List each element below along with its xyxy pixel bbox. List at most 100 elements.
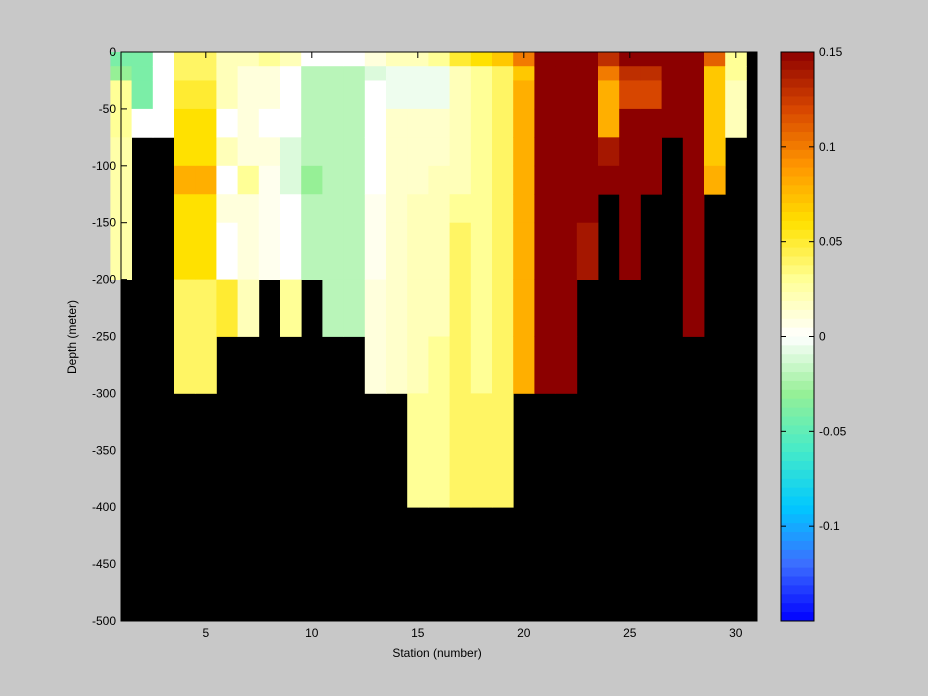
heatmap-cell (280, 137, 302, 167)
x-tick-label: 25 (623, 626, 637, 640)
heatmap-cell (237, 194, 260, 224)
plot-area (110, 51, 758, 622)
heatmap-cell (619, 52, 641, 67)
heatmap-cell (555, 137, 578, 167)
colorbar-tick-label: 0.05 (819, 235, 843, 249)
heatmap-cell (174, 80, 196, 110)
colorbar-segment (781, 612, 814, 622)
heatmap-cell (534, 66, 556, 81)
heatmap-cell (555, 279, 578, 337)
heatmap-cell (152, 80, 175, 110)
heatmap-cell (576, 108, 599, 138)
heatmap-cell (470, 222, 493, 280)
heatmap-cell (598, 66, 620, 81)
heatmap-cell (343, 66, 366, 81)
heatmap-cell (237, 66, 260, 81)
heatmap-cell (152, 52, 175, 67)
heatmap-cell (470, 108, 493, 138)
heatmap-cell (704, 52, 726, 67)
heatmap-cell (407, 52, 429, 67)
heatmap-cell (492, 222, 514, 280)
heatmap-cell (258, 80, 281, 110)
x-tick-label: 20 (517, 626, 531, 640)
heatmap-cell (386, 165, 408, 195)
heatmap-cell (364, 66, 387, 81)
heatmap-cell (386, 279, 408, 337)
heatmap-cell (619, 137, 641, 167)
colorbar-segment (781, 105, 814, 115)
heatmap-cell (195, 222, 217, 280)
colorbar-segment (781, 505, 814, 515)
heatmap-cell (237, 279, 260, 337)
heatmap-cell (407, 66, 429, 81)
heatmap-cell (174, 165, 196, 195)
heatmap-cell (555, 194, 578, 224)
y-tick-label: -300 (92, 386, 116, 400)
heatmap-cell (301, 165, 323, 195)
heatmap-cell (364, 137, 387, 167)
heatmap-cell (174, 108, 196, 138)
heatmap-cell (513, 279, 535, 337)
heatmap-cell (343, 165, 366, 195)
heatmap-cell (576, 194, 599, 224)
heatmap-cell (534, 137, 556, 167)
heatmap-cell (174, 52, 196, 67)
heatmap-cell (513, 222, 535, 280)
heatmap-cell (598, 108, 620, 138)
heatmap-cell (513, 66, 535, 81)
heatmap-cell (152, 66, 175, 81)
colorbar-segment (781, 123, 814, 133)
colorbar-segment (781, 167, 814, 177)
heatmap-cell (407, 194, 429, 224)
colorbar-segment (781, 540, 814, 551)
heatmap-cell (343, 80, 366, 110)
heatmap-cell (131, 52, 154, 67)
colorbar-segment (781, 487, 814, 498)
colorbar-segment (781, 354, 814, 364)
heatmap-cell (428, 52, 450, 67)
y-tick-label: -400 (92, 500, 116, 514)
heatmap-cell (555, 80, 578, 110)
heatmap-cell (661, 80, 684, 110)
heatmap-cell (195, 108, 217, 138)
heatmap-cell (576, 137, 599, 167)
heatmap-cell (258, 52, 281, 67)
heatmap-cell (640, 80, 662, 110)
heatmap-cell (258, 165, 281, 195)
heatmap-cell (280, 222, 302, 280)
colorbar-segment (781, 247, 814, 257)
colorbar-segment (781, 87, 814, 97)
heatmap-cell (195, 52, 217, 67)
heatmap-cell (237, 222, 260, 280)
x-tick-label: 15 (411, 626, 425, 640)
heatmap-cell (534, 336, 556, 394)
heatmap-cell (704, 165, 726, 195)
heatmap-cell (682, 279, 705, 337)
heatmap-cell (216, 222, 238, 280)
heatmap-cell (322, 279, 344, 337)
heatmap-cell (322, 137, 344, 167)
heatmap-cell (682, 52, 705, 67)
heatmap-cell (428, 393, 450, 508)
colorbar-segment (781, 114, 814, 124)
colorbar-segment (781, 309, 814, 320)
heatmap-cell (534, 52, 556, 67)
heatmap-cell (407, 222, 429, 280)
heatmap-cell (470, 336, 493, 394)
heatmap-cell (492, 66, 514, 81)
colorbar-segment (781, 132, 814, 142)
colorbar-segment (781, 363, 814, 373)
heatmap-cell (513, 137, 535, 167)
heatmap-cell (195, 80, 217, 110)
heatmap-cell (322, 222, 344, 280)
x-tick-label: 5 (202, 626, 209, 640)
colorbar-segment (781, 345, 814, 355)
heatmap-cell (301, 66, 323, 81)
heatmap-cell (280, 108, 302, 138)
colorbar-segment (781, 158, 814, 169)
colorbar-segment (781, 389, 814, 400)
heatmap-cell (216, 66, 238, 81)
heatmap-cell (364, 336, 387, 394)
colorbar-segment (781, 425, 814, 435)
